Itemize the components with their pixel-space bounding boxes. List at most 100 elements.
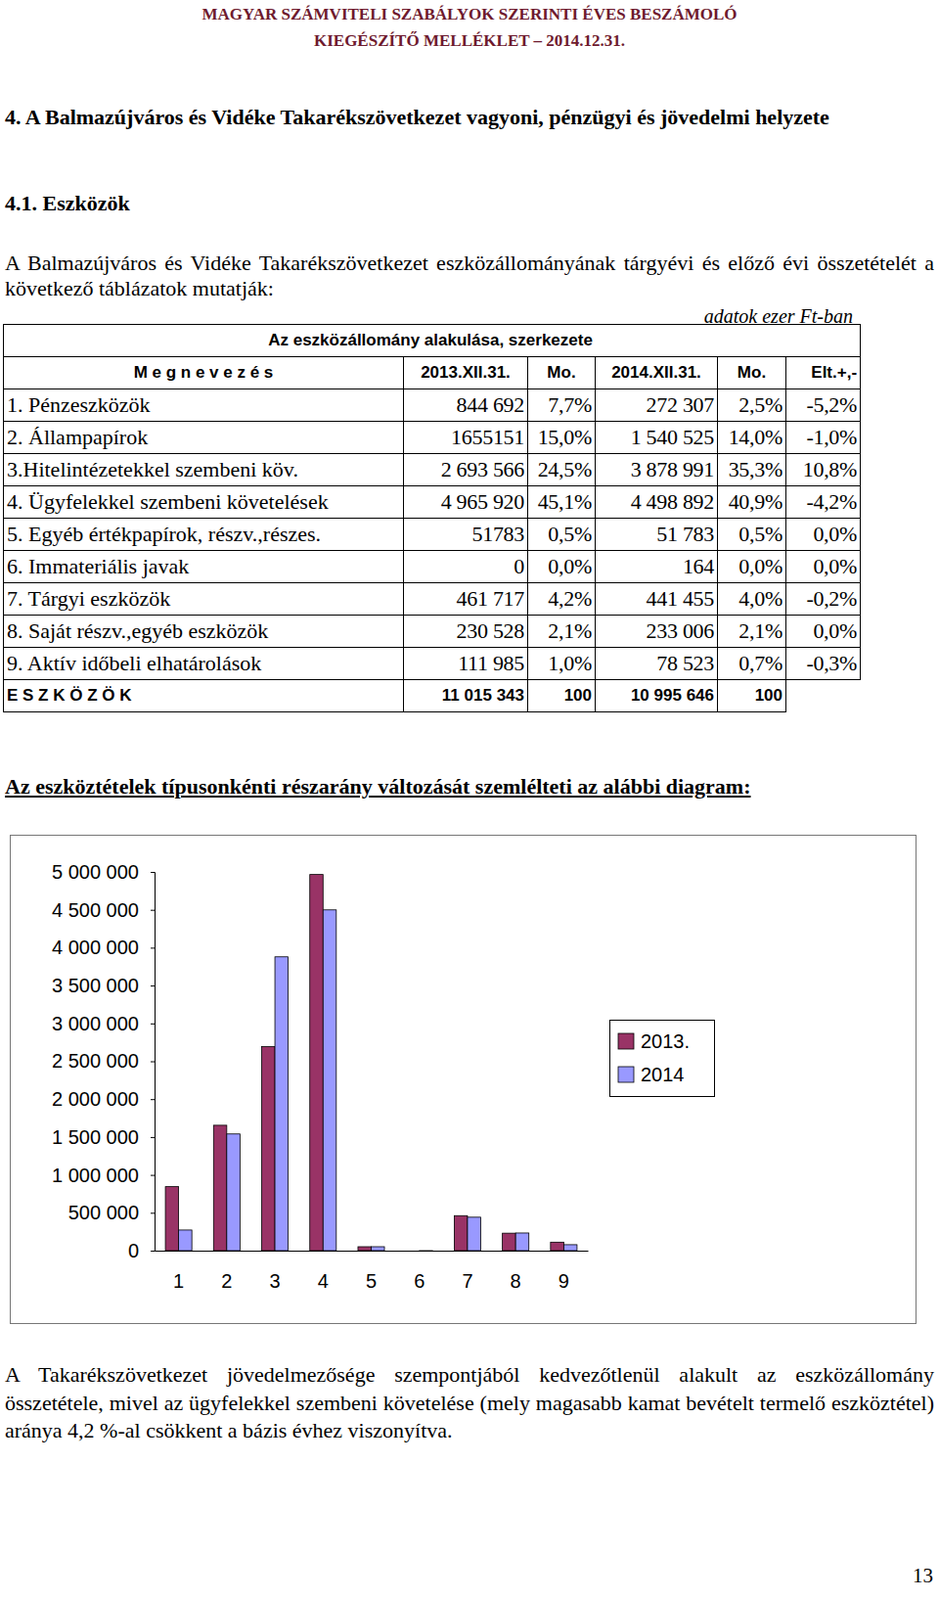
legend-box [610, 1020, 716, 1097]
y-tick: 1 500 000 [51, 1125, 155, 1148]
y-tick-label: 4 000 000 [51, 936, 139, 958]
diagram-caption: Az eszköztételek típusonkénti részarány … [4, 773, 752, 800]
table-total-cell: 100 [717, 679, 787, 713]
table-cell: 51 783 [595, 518, 718, 551]
y-tick: 500 000 [68, 1201, 155, 1223]
bar [502, 1232, 517, 1251]
x-tick: 8 [510, 1250, 522, 1292]
table-cell: 2,5% [717, 389, 787, 422]
y-tick: 4 500 000 [51, 898, 155, 921]
legend-swatch [618, 1032, 634, 1049]
bar [515, 1232, 530, 1251]
table-cell: 7. Tárgyi eszközök [3, 582, 404, 616]
paragraph: A Balmazújváros és Vidéke Takarékszövetk… [4, 250, 935, 302]
section-title: 4. A Balmazújváros és Vidéke Takarékszöv… [4, 101, 935, 133]
bar [563, 1244, 578, 1251]
table-cell: 4,0% [717, 582, 787, 616]
table-cell: 0,0% [786, 550, 861, 583]
subsection-title: 4.1. Eszközök [4, 187, 131, 219]
table-cell: 78 523 [595, 647, 718, 680]
bar [405, 1250, 420, 1252]
y-axis: 0500 0001 000 0001 500 0002 000 0002 500… [51, 860, 155, 1261]
y-tick: 5 000 000 [51, 860, 155, 883]
table-cell: 272 307 [595, 389, 718, 422]
table-cell: -1,0% [786, 421, 861, 454]
bar [357, 1246, 372, 1251]
bars [165, 874, 578, 1251]
x-tick: 1 [173, 1250, 184, 1292]
header-line: MAGYAR SZÁMVITELI SZABÁLYOK SZERINTI ÉVE… [0, 3, 939, 26]
column-header: Mo. [717, 357, 787, 390]
y-tick-mark [150, 1098, 155, 1100]
table-cell: 40,9% [717, 486, 787, 519]
y-tick-label: 2 500 000 [51, 1049, 139, 1072]
x-tick-label: 5 [365, 1269, 377, 1292]
column-header: Elt.+,- [786, 357, 861, 390]
bar [165, 1186, 179, 1251]
table-cell: 51783 [403, 518, 529, 551]
y-tick-label: 4 500 000 [51, 898, 139, 921]
table-cell: 4. Ügyfelekkel szembeni követelések [3, 486, 404, 519]
y-tick-mark [150, 1250, 155, 1252]
table-total-cell: E S Z K Ö Z Ö K [3, 679, 404, 713]
chart-frame [10, 835, 917, 1324]
x-tick: 6 [413, 1250, 425, 1292]
table-row: 1. Pénzeszközök844 6927,7%272 3072,5%-5,… [3, 389, 861, 422]
y-tick-label: 2 000 000 [51, 1087, 139, 1110]
x-tick: 4 [317, 1250, 329, 1292]
table-row: 4. Ügyfelekkel szembeni követelések4 965… [3, 486, 861, 519]
table-cell: 6. Immateriális javak [3, 550, 404, 583]
table-cell: 3.Hitelintézetekkel szembeni köv. [3, 453, 404, 487]
bar-series [165, 874, 564, 1251]
table-cell: 1655151 [403, 421, 529, 454]
x-tick-label: 9 [558, 1269, 570, 1292]
table-cell: -4,2% [786, 486, 861, 519]
x-tick: 5 [365, 1250, 377, 1292]
table-cell: 441 455 [595, 582, 718, 616]
x-tick: 7 [461, 1250, 473, 1292]
table-cell: 844 692 [403, 389, 529, 422]
legend-label: 2013. [640, 1029, 690, 1052]
table-total-cell: 100 [528, 679, 596, 713]
header-line: KIEGÉSZÍTŐ MELLÉKLET – 2014.12.31. [0, 30, 939, 52]
table-cell: -0,3% [786, 647, 861, 680]
x-tick: 9 [558, 1250, 570, 1292]
y-tick-label: 3 000 000 [51, 1012, 139, 1034]
bar [453, 1214, 468, 1251]
x-tick-label: 4 [317, 1269, 329, 1292]
y-tick-mark [150, 984, 155, 986]
table-cell: 0,0% [786, 518, 861, 551]
table-cell: 1. Pénzeszközök [3, 389, 404, 422]
y-tick-label: 500 000 [68, 1201, 139, 1223]
bar [262, 1046, 276, 1251]
y-tick-mark [150, 1211, 155, 1213]
x-tick-label: 2 [221, 1269, 232, 1292]
y-tick-label: 0 [128, 1239, 139, 1261]
y-tick-mark [150, 871, 155, 873]
x-tick: 3 [268, 1250, 280, 1292]
asset-table: Az eszközállomány alakulása, szerkezeteM… [2, 323, 861, 713]
table-header-row: M e g n e v e z é s2013.XII.31.Mo.2014.X… [3, 357, 861, 390]
legend-label: 2014 [640, 1063, 685, 1085]
bar [467, 1216, 482, 1251]
y-tick: 3 500 000 [51, 974, 155, 996]
table-title: Az eszközállomány alakulása, szerkezete [3, 324, 861, 358]
table-cell: 4,2% [528, 582, 596, 616]
table-cell: 0 [403, 550, 529, 583]
x-tick-label: 3 [268, 1269, 280, 1292]
table-cell: 164 [595, 550, 718, 583]
x-tick-label: 1 [173, 1269, 184, 1292]
bar [371, 1246, 386, 1251]
x-tick-label: 7 [461, 1269, 473, 1292]
table-cell: 8. Saját részv.,egyéb eszközök [3, 615, 404, 648]
table-cell: 2,1% [528, 615, 596, 648]
y-axis-line [150, 872, 156, 1252]
page-number: 13 [912, 1563, 934, 1587]
y-tick: 4 000 000 [51, 936, 155, 958]
x-tick-label: 6 [413, 1269, 425, 1292]
y-tick: 3 000 000 [51, 1012, 155, 1034]
bar [274, 956, 289, 1251]
table-row: 6. Immateriális javak00,0%1640,0%0,0% [3, 550, 861, 583]
table-empty-cell [786, 679, 861, 713]
table-cell: 2 693 566 [403, 453, 529, 487]
